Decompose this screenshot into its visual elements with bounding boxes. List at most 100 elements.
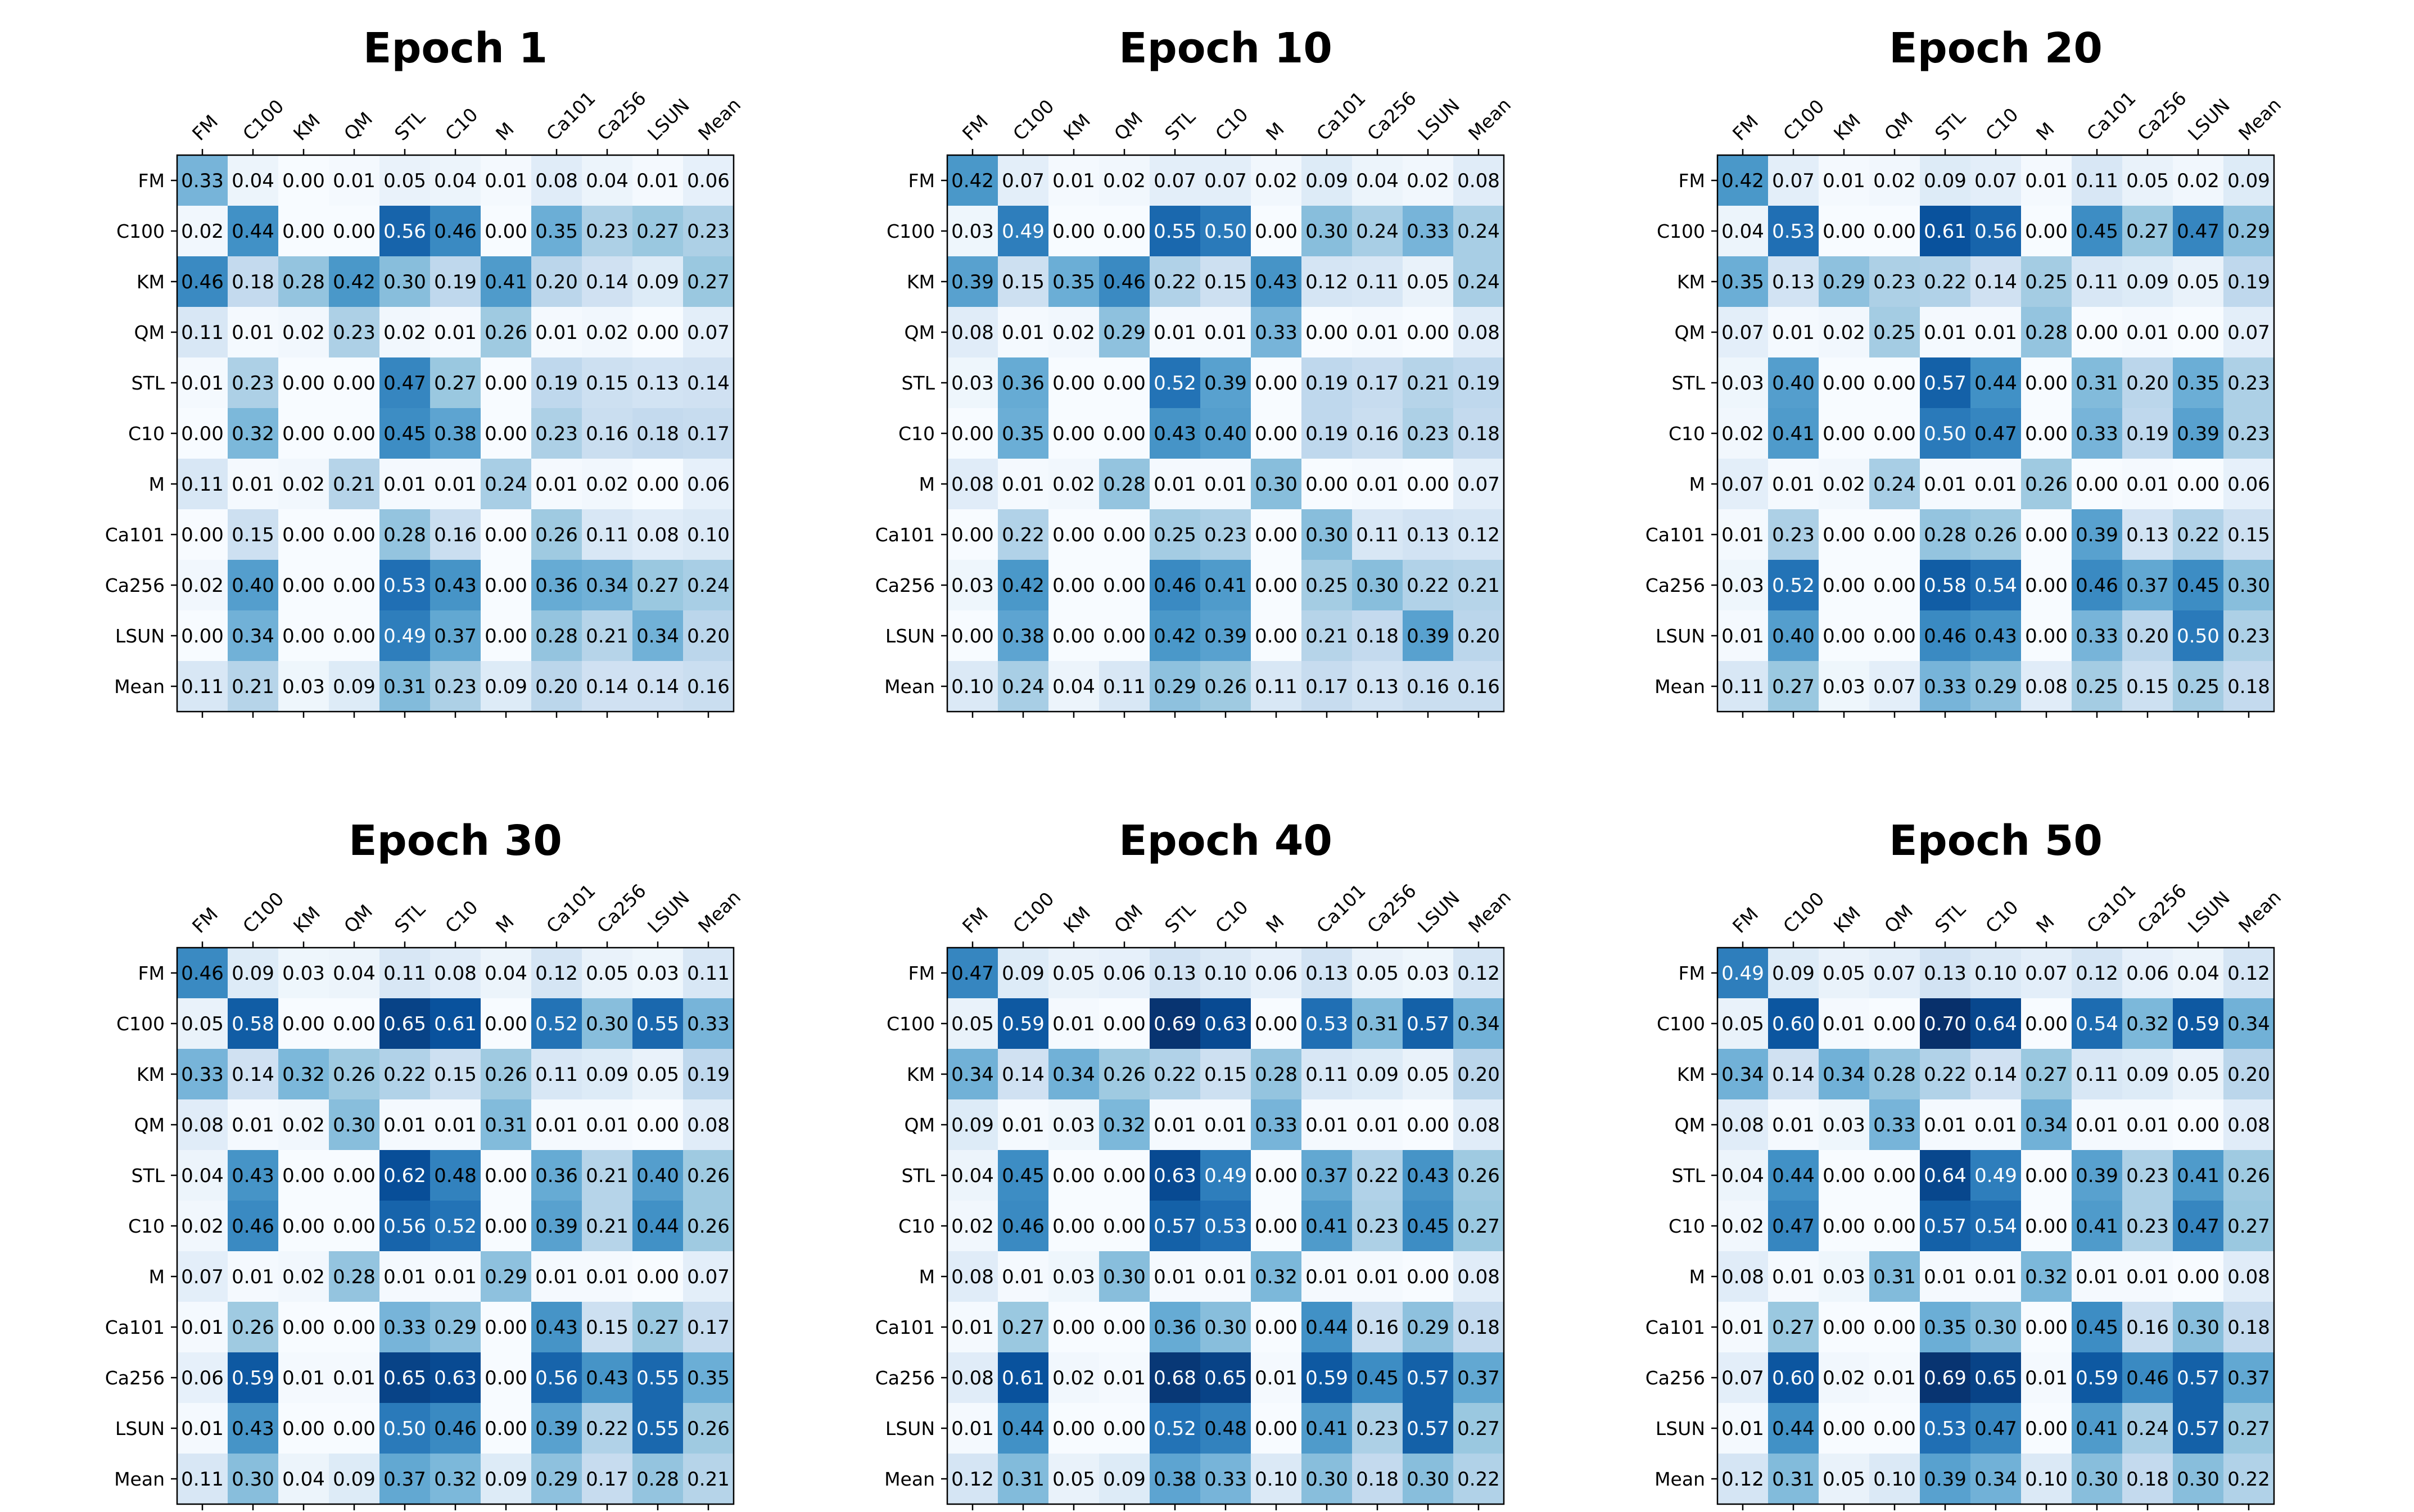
cell-value-label: 0.00 bbox=[485, 220, 527, 243]
heatmap-cell bbox=[683, 509, 734, 560]
cell-value-label: 0.00 bbox=[333, 423, 376, 445]
cell-value-label: 0.05 bbox=[2126, 170, 2169, 192]
x-tick-label: Ca256 bbox=[593, 87, 650, 145]
heatmap-cell bbox=[1819, 155, 1869, 206]
cell-value-label: 0.46 bbox=[2126, 1367, 2169, 1389]
heatmap-cell bbox=[998, 998, 1048, 1049]
cell-value-label: 0.11 bbox=[1255, 676, 1298, 698]
heatmap-cell bbox=[1768, 1454, 1819, 1504]
heatmap-cell bbox=[1251, 206, 1301, 256]
cell-value-label: 0.00 bbox=[1305, 322, 1348, 344]
heatmap-cell bbox=[228, 307, 278, 357]
cell-value-label: 0.01 bbox=[2126, 1114, 2169, 1137]
cell-value-label: 0.13 bbox=[1772, 271, 1815, 293]
heatmap-cell bbox=[2223, 560, 2274, 610]
heatmap-cell bbox=[531, 1099, 582, 1150]
heatmap-cell bbox=[531, 307, 582, 357]
cell-value-label: 0.02 bbox=[282, 473, 325, 496]
panel-title: Epoch 1 bbox=[363, 24, 548, 73]
cell-value-label: 0.18 bbox=[1356, 1468, 1399, 1491]
heatmap-cell bbox=[228, 509, 278, 560]
cell-value-label: 0.00 bbox=[333, 574, 376, 597]
y-tick-label: LSUN bbox=[1656, 625, 1705, 647]
heatmap-cell bbox=[1403, 206, 1453, 256]
heatmap-cell bbox=[1970, 948, 2021, 998]
cell-value-label: 0.48 bbox=[434, 1165, 477, 1187]
heatmap-cell bbox=[329, 357, 379, 408]
heatmap-cell bbox=[1048, 1251, 1099, 1302]
heatmap-cell bbox=[582, 206, 632, 256]
heatmap-cell bbox=[379, 1049, 430, 1099]
x-tick-label: Ca101 bbox=[2082, 87, 2140, 145]
heatmap-cell bbox=[177, 155, 228, 206]
cell-value-label: 0.05 bbox=[181, 1013, 224, 1035]
cell-value-label: 0.01 bbox=[1873, 1367, 1916, 1389]
heatmap-cell bbox=[998, 256, 1048, 307]
cell-value-label: 0.24 bbox=[1457, 271, 1500, 293]
panel-title: Epoch 30 bbox=[349, 817, 562, 865]
heatmap-cell bbox=[1403, 1150, 1453, 1201]
heatmap-cell bbox=[228, 1150, 278, 1201]
heatmap-cell bbox=[632, 1352, 683, 1403]
heatmap-cell bbox=[632, 408, 683, 459]
cell-value-label: 0.06 bbox=[1255, 962, 1298, 985]
heatmap-cell bbox=[329, 1049, 379, 1099]
heatmap-cell bbox=[582, 155, 632, 206]
cell-value-label: 0.46 bbox=[1002, 1215, 1045, 1238]
heatmap-cell bbox=[1920, 509, 1970, 560]
heatmap-cell bbox=[1048, 1201, 1099, 1251]
cell-value-label: 0.01 bbox=[1052, 170, 1095, 192]
x-tick-label: Ca256 bbox=[2133, 880, 2191, 938]
cell-value-label: 0.02 bbox=[1103, 170, 1146, 192]
cell-value-label: 0.34 bbox=[232, 625, 274, 648]
heatmap-cell bbox=[1970, 256, 2021, 307]
cell-value-label: 0.01 bbox=[1204, 1114, 1247, 1137]
cell-value-label: 0.09 bbox=[1305, 170, 1348, 192]
y-tick-label: Ca101 bbox=[875, 524, 935, 546]
cell-value-label: 0.52 bbox=[535, 1013, 578, 1035]
cell-value-label: 0.52 bbox=[434, 1215, 477, 1238]
heatmap-cell bbox=[1869, 1099, 1920, 1150]
cell-value-label: 0.26 bbox=[1457, 1165, 1500, 1187]
cell-value-label: 0.02 bbox=[1407, 170, 1449, 192]
heatmap-cell bbox=[582, 357, 632, 408]
cell-value-label: 0.00 bbox=[2025, 625, 2068, 648]
cell-value-label: 0.28 bbox=[2025, 322, 2068, 344]
cell-value-label: 0.00 bbox=[1873, 372, 1916, 395]
cell-value-label: 0.13 bbox=[1407, 524, 1449, 546]
heatmap-cell bbox=[1869, 1201, 1920, 1251]
heatmap-cell bbox=[1920, 1201, 1970, 1251]
cell-value-label: 0.10 bbox=[951, 676, 994, 698]
cell-value-label: 0.57 bbox=[1924, 1215, 1967, 1238]
heatmap-cell bbox=[430, 256, 481, 307]
y-tick-label: C10 bbox=[898, 423, 935, 445]
heatmap-cell bbox=[1150, 408, 1200, 459]
heatmap-cell bbox=[2072, 509, 2122, 560]
cell-value-label: 0.31 bbox=[1873, 1266, 1916, 1288]
cell-value-label: 0.00 bbox=[636, 322, 679, 344]
heatmap-cell bbox=[2072, 1352, 2122, 1403]
heatmap-cell bbox=[1048, 459, 1099, 509]
x-tick-label: LSUN bbox=[643, 887, 694, 938]
heatmap-cell bbox=[177, 1201, 228, 1251]
heatmap-cell bbox=[1403, 661, 1453, 712]
heatmap-cell bbox=[1099, 256, 1150, 307]
cell-value-label: 0.43 bbox=[586, 1367, 629, 1389]
heatmap-cell bbox=[998, 1150, 1048, 1201]
heatmap-cell bbox=[1301, 948, 1352, 998]
heatmap-cell bbox=[430, 661, 481, 712]
x-tick-label: FM bbox=[1728, 111, 1762, 145]
heatmap-cell bbox=[2072, 1150, 2122, 1201]
cell-value-label: 0.07 bbox=[1873, 962, 1916, 985]
heatmap-cell bbox=[1869, 155, 1920, 206]
cell-value-label: 0.30 bbox=[586, 1013, 629, 1035]
heatmap-cell bbox=[582, 661, 632, 712]
heatmap-cell bbox=[683, 1454, 734, 1504]
heatmap-cell bbox=[683, 1049, 734, 1099]
cell-value-label: 0.49 bbox=[1002, 220, 1045, 243]
cell-value-label: 0.23 bbox=[2126, 1165, 2169, 1187]
cell-value-label: 0.13 bbox=[1924, 962, 1967, 985]
heatmap-cell bbox=[2122, 408, 2173, 459]
heatmap-cell bbox=[1352, 1150, 1403, 1201]
cell-value-label: 0.01 bbox=[232, 1266, 274, 1288]
